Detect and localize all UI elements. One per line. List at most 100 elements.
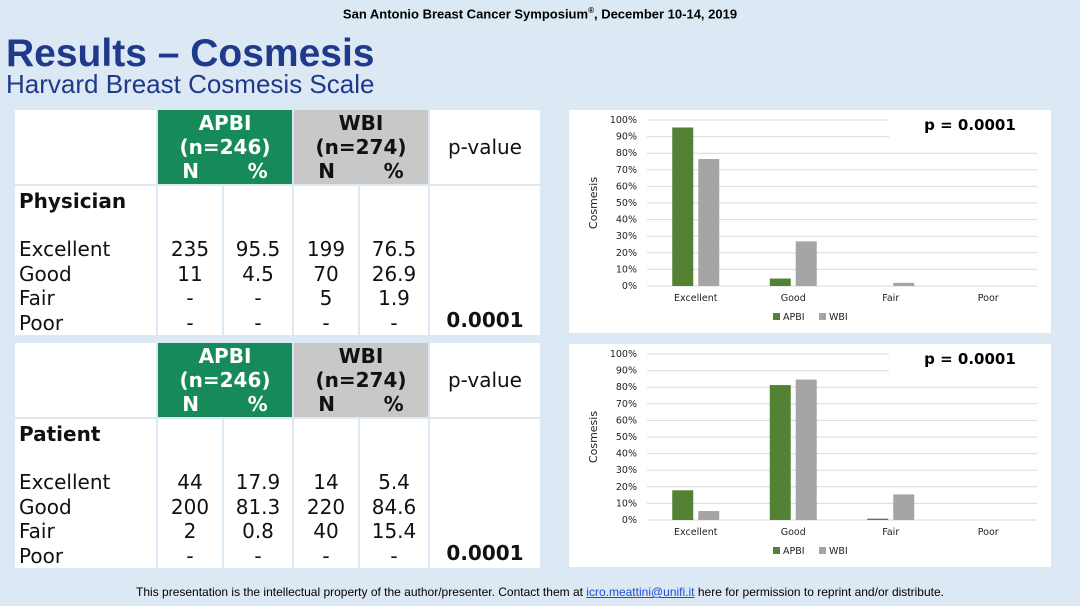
bar-apbi-fair	[867, 518, 889, 520]
slide-subtitle: Harvard Breast Cosmesis Scale	[6, 69, 375, 99]
apbi-pct-column: 95.5 4.5 - -	[224, 186, 292, 335]
apbi-col-pct: %	[247, 392, 268, 416]
apbi-n-column: 235 11 - -	[158, 186, 222, 335]
wbi-n-good: 70	[313, 261, 339, 286]
x-tick-label: Fair	[882, 293, 899, 304]
conference-dates: , December 10-14, 2019	[593, 6, 738, 22]
category-column: Patient Excellent Good Fair Poor	[15, 419, 156, 568]
y-tick-label: 10%	[616, 498, 637, 509]
y-tick-label: 50%	[616, 198, 637, 209]
wbi-pct-fair: 1.9	[378, 286, 410, 310]
pvalue-header: p-value	[430, 343, 540, 417]
apbi-n-fair: 2	[183, 519, 197, 543]
wbi-name: WBI	[338, 111, 384, 135]
bar-apbi-good	[769, 278, 791, 286]
wbi-header: WBI (n=274) N%	[294, 343, 428, 417]
table-corner	[15, 343, 156, 417]
bar-apbi-excellent	[672, 127, 694, 286]
wbi-n-poor: -	[322, 543, 330, 568]
pvalue-header: p-value	[430, 110, 540, 184]
x-tick-label: Poor	[978, 293, 999, 304]
section-label-physician: Physician	[19, 189, 127, 213]
apbi-pct-column: 17.9 81.3 0.8 -	[224, 419, 292, 568]
wbi-n-excellent: 199	[306, 237, 346, 261]
legend-swatch-apbi	[773, 313, 780, 320]
wbi-col-pct: %	[383, 159, 404, 183]
bar-wbi-good	[795, 379, 817, 520]
y-tick-label: 30%	[616, 465, 637, 476]
apbi-col-pct: %	[247, 159, 268, 183]
apbi-pct-poor: -	[254, 310, 262, 335]
category-fair: Fair	[19, 519, 55, 543]
category-excellent: Excellent	[19, 237, 111, 261]
wbi-header: WBI (n=274) N%	[294, 110, 428, 184]
wbi-n-fair: 5	[319, 286, 333, 310]
y-axis-label: Cosmesis	[587, 177, 600, 229]
bar-apbi-excellent	[672, 490, 694, 520]
apbi-pct-fair: 0.8	[242, 519, 274, 543]
category-good: Good	[19, 261, 72, 286]
y-tick-label: 80%	[616, 382, 637, 393]
wbi-n-good: 220	[306, 494, 346, 519]
apbi-col-n: N	[182, 392, 200, 416]
apbi-n-good: 11	[177, 261, 203, 286]
apbi-pct-good: 4.5	[242, 261, 274, 286]
legend-swatch-wbi	[819, 547, 826, 554]
bar-wbi-excellent	[698, 511, 720, 520]
contact-email-link[interactable]: icro.meattini@unifi.it	[586, 585, 695, 599]
physician-chart: 0% 10% 20% 30% 40% 50% 60% 70% 80% 90% 100% Cosmesi…	[569, 110, 1051, 333]
apbi-n-poor: -	[186, 310, 194, 335]
legend-swatch-apbi	[773, 547, 780, 554]
category-poor: Poor	[19, 310, 64, 335]
wbi-col-n: N	[318, 392, 336, 416]
legend-label-apbi: APBI	[783, 546, 805, 557]
bar-wbi-fair	[893, 494, 915, 520]
apbi-n-label: (n=246)	[179, 135, 271, 159]
wbi-col-pct: %	[383, 392, 404, 416]
apbi-col-n: N	[182, 159, 200, 183]
footer: This presentation is the intellectual pr…	[0, 585, 1080, 599]
wbi-col-n: N	[318, 159, 336, 183]
wbi-n-label: (n=274)	[315, 135, 407, 159]
y-tick-label: 0%	[622, 515, 637, 526]
apbi-pct-poor: -	[254, 543, 262, 568]
apbi-header: APBI (n=246) N%	[158, 343, 292, 417]
bar-wbi-excellent	[698, 159, 720, 286]
y-tick-label: 90%	[616, 132, 637, 143]
registered-mark: ®	[588, 6, 594, 15]
y-tick-label: 70%	[616, 165, 637, 176]
wbi-n-excellent: 14	[313, 470, 339, 494]
y-tick-label: 100%	[610, 115, 637, 126]
y-tick-label: 80%	[616, 148, 637, 159]
wbi-name: WBI	[338, 344, 384, 368]
apbi-pct-fair: -	[254, 286, 262, 310]
category-fair: Fair	[19, 286, 55, 310]
apbi-n-fair: -	[186, 286, 194, 310]
apbi-n-excellent: 235	[170, 237, 210, 261]
wbi-n-fair: 40	[313, 519, 339, 543]
apbi-n-label: (n=246)	[179, 368, 271, 392]
wbi-pct-poor: -	[390, 543, 398, 568]
apbi-pct-excellent: 17.9	[235, 470, 281, 494]
wbi-n-column: 199 70 5 -	[294, 186, 358, 335]
patient-chart: 0% 10% 20% 30% 40% 50% 60% 70% 80% 90% 100% Cosmesi…	[569, 344, 1051, 567]
legend-label-apbi: APBI	[783, 312, 805, 323]
apbi-n-column: 44 200 2 -	[158, 419, 222, 568]
table-corner	[15, 110, 156, 184]
y-tick-label: 60%	[616, 181, 637, 192]
y-tick-label: 50%	[616, 432, 637, 443]
y-tick-label: 40%	[616, 215, 637, 226]
physician-bar-chart: 0% 10% 20% 30% 40% 50% 60% 70% 80% 90% 100% Cosmesi…	[587, 115, 1037, 323]
patient-table: APBI (n=246) N% WBI (n=274) N% p-value P…	[13, 341, 542, 570]
x-tick-label: Excellent	[674, 527, 718, 538]
y-axis-label: Cosmesis	[587, 411, 600, 463]
bar-apbi-good	[769, 385, 791, 520]
legend-swatch-wbi	[819, 313, 826, 320]
y-tick-label: 30%	[616, 231, 637, 242]
y-tick-label: 60%	[616, 415, 637, 426]
apbi-header: APBI (n=246) N%	[158, 110, 292, 184]
physician-p-annotation: p = 0.0001	[889, 112, 1051, 139]
section-label-patient: Patient	[19, 422, 101, 446]
wbi-pct-column: 5.4 84.6 15.4 -	[360, 419, 428, 568]
apbi-name: APBI	[198, 344, 252, 368]
